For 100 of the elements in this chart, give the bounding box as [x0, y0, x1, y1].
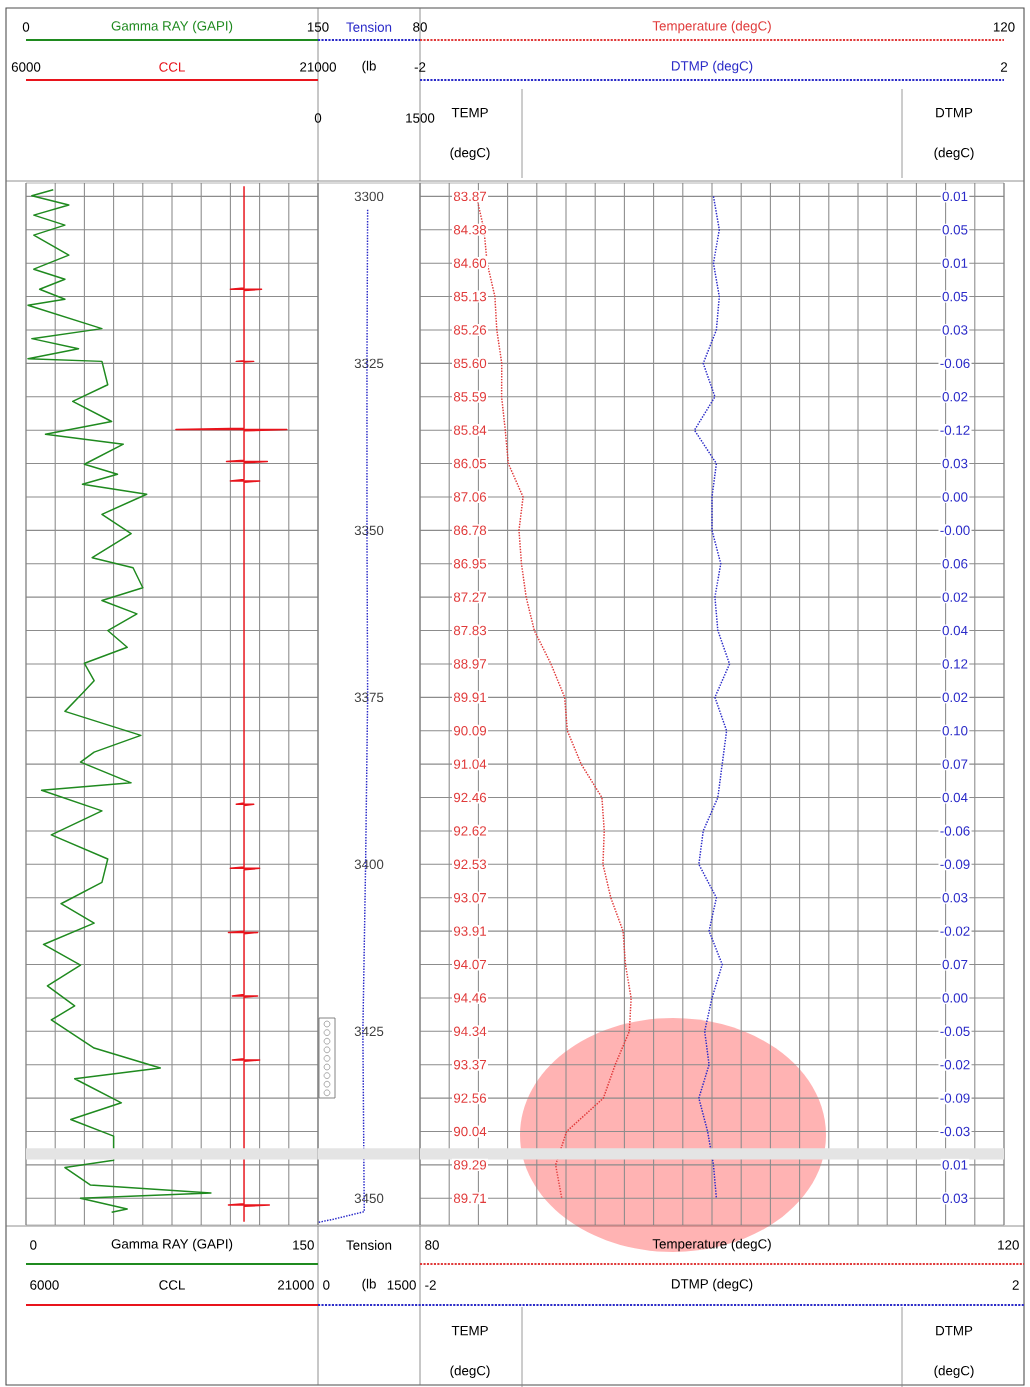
annotation: -0.00 — [940, 525, 970, 536]
text: TEMP (degC) — [450, 108, 490, 160]
x-tick-label: 80 — [413, 22, 427, 32]
text: 80 — [425, 1240, 439, 1250]
annotation: 85.60 — [453, 358, 487, 369]
annotation: 93.37 — [453, 1059, 487, 1070]
annotation: 90.09 — [453, 726, 487, 736]
annotation: 0.03 — [942, 458, 968, 469]
text: CCL — [159, 1280, 185, 1290]
x2-tick-label: 6000 — [11, 62, 41, 72]
y-tick-label: 3425 — [354, 1026, 384, 1037]
annotation: 83.87 — [453, 191, 487, 202]
annotation: 0.01 — [942, 191, 968, 202]
annotation: -0.05 — [940, 1026, 970, 1037]
annotation: -0.03 — [940, 1126, 970, 1137]
annotation: -0.02 — [940, 926, 970, 936]
annotation: 85.13 — [453, 291, 487, 302]
y-tick-label: 3300 — [354, 191, 384, 202]
annotation: 89.91 — [453, 692, 487, 703]
annotation: 0.05 — [942, 225, 968, 235]
x-tick-label: 150 — [307, 22, 329, 32]
annotation: 0.12 — [942, 659, 968, 669]
y-tick-label: 3400 — [354, 859, 384, 870]
text: 120 — [998, 1240, 1019, 1250]
text: DTMP (degC) — [671, 60, 753, 74]
annotation: 93.91 — [453, 926, 487, 936]
annotation: 85.59 — [453, 392, 487, 402]
annotation: 0.07 — [942, 959, 968, 970]
annotation: 92.62 — [453, 826, 487, 836]
annotation: 0.06 — [942, 559, 968, 569]
annotation: 93.07 — [453, 893, 487, 903]
annotation: 84.60 — [453, 258, 487, 268]
text: 2 — [1012, 1280, 1019, 1290]
y-tick-label: 3325 — [354, 358, 384, 369]
annotation: 0.07 — [942, 759, 968, 769]
annotation: 0.01 — [942, 258, 968, 268]
annotation: 0.10 — [942, 726, 968, 736]
annotation: 0.04 — [942, 792, 968, 803]
annotation: -0.06 — [940, 826, 970, 836]
annotation: -0.09 — [940, 859, 970, 870]
annotation: 86.05 — [453, 458, 487, 469]
annotation: 92.53 — [453, 859, 487, 870]
annotation: -0.02 — [940, 1059, 970, 1070]
annotation: 0.02 — [942, 592, 968, 602]
text: Tension — [346, 22, 392, 32]
text: Temperature (degC) — [652, 20, 771, 34]
y-tick-label: 3350 — [354, 525, 384, 536]
text: DTMP (degC) — [934, 108, 974, 160]
annotation: 84.38 — [453, 225, 487, 235]
text: 1500 — [387, 1280, 416, 1290]
text: 21000 — [277, 1280, 314, 1290]
x2-tick-label: -2 — [414, 62, 426, 72]
text: TEMP (degC) — [450, 1326, 490, 1378]
text: Gamma RAY (GAPI) — [111, 1238, 233, 1252]
annotation: -0.06 — [940, 358, 970, 369]
annotation: 87.27 — [453, 592, 487, 602]
y-tick-label: 3375 — [354, 692, 384, 703]
annotation: 85.84 — [453, 425, 487, 435]
text: CCL — [159, 62, 185, 72]
text: -2 — [425, 1280, 436, 1290]
annotation: 0.05 — [942, 291, 968, 302]
annotation: 94.34 — [453, 1026, 487, 1037]
annotation: 0.02 — [942, 692, 968, 703]
annotation: 0.04 — [942, 625, 968, 636]
annotation: -0.12 — [940, 425, 970, 435]
annotation: 89.71 — [453, 1193, 487, 1203]
text: 6000 — [30, 1280, 59, 1290]
text: DTMP (degC) — [934, 1326, 974, 1378]
annotation: 91.04 — [453, 759, 487, 769]
y-tick-label: 3450 — [354, 1193, 384, 1204]
text: 0 — [30, 1240, 37, 1250]
x2-tick-label: 21000 — [300, 62, 337, 72]
annotation: 0.03 — [942, 893, 968, 903]
x-tick-label: 120 — [993, 22, 1015, 32]
x-tick-label: 0 — [22, 22, 30, 32]
text: Tension — [346, 1240, 392, 1250]
annotation: 85.26 — [453, 325, 487, 335]
annotation: 87.83 — [453, 625, 487, 636]
annotation: 94.07 — [453, 959, 487, 970]
annotation: 92.56 — [453, 1093, 487, 1103]
text: (lb — [362, 1278, 376, 1292]
text: DTMP (degC) — [671, 1278, 753, 1292]
annotation: -0.09 — [940, 1093, 970, 1103]
annotation: 94.46 — [453, 993, 487, 1003]
text: Temperature (degC) — [652, 1238, 771, 1252]
annotation: 87.06 — [453, 492, 487, 502]
annotation: 0.03 — [942, 1193, 968, 1203]
annotation: 0.02 — [942, 392, 968, 402]
text: (lb — [362, 60, 376, 74]
annotation: 86.95 — [453, 559, 487, 569]
annotation: 0.01 — [942, 1160, 968, 1170]
annotation: 92.46 — [453, 792, 487, 803]
annotation: 90.04 — [453, 1126, 487, 1137]
annotation: 0.03 — [942, 325, 968, 335]
text: Gamma RAY (GAPI) — [111, 20, 233, 34]
annotation: 0.00 — [942, 993, 968, 1003]
annotation: 88.97 — [453, 659, 487, 669]
annotation: 89.29 — [453, 1160, 487, 1170]
annotation: 86.78 — [453, 525, 487, 536]
annotation: 0.00 — [942, 492, 968, 502]
